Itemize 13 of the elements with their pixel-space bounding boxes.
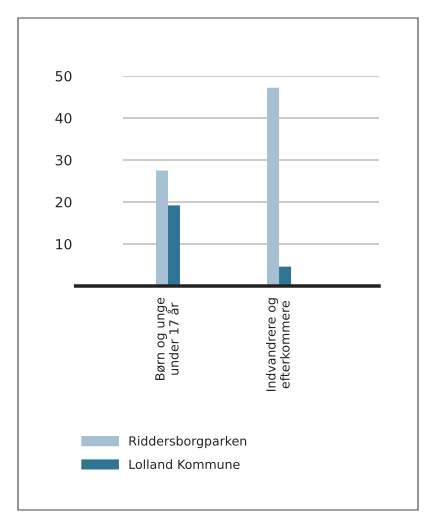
legend-label: Riddersborgparken xyxy=(129,436,246,448)
legend-label: Lolland Kommune xyxy=(129,459,240,470)
bar xyxy=(156,170,168,286)
y-tick-label: 10 xyxy=(56,238,72,250)
bar xyxy=(168,205,180,286)
x-tick-label: Indvandrere og efterkommere xyxy=(266,298,290,391)
bar xyxy=(267,88,280,286)
bar xyxy=(279,266,292,286)
y-tick-label: 30 xyxy=(56,154,72,166)
y-tick-label: 50 xyxy=(56,70,72,82)
y-tick-label: 20 xyxy=(56,196,72,208)
x-tick-label: Børn og unge under 17 år xyxy=(155,298,179,380)
y-tick-label: 40 xyxy=(55,112,72,124)
